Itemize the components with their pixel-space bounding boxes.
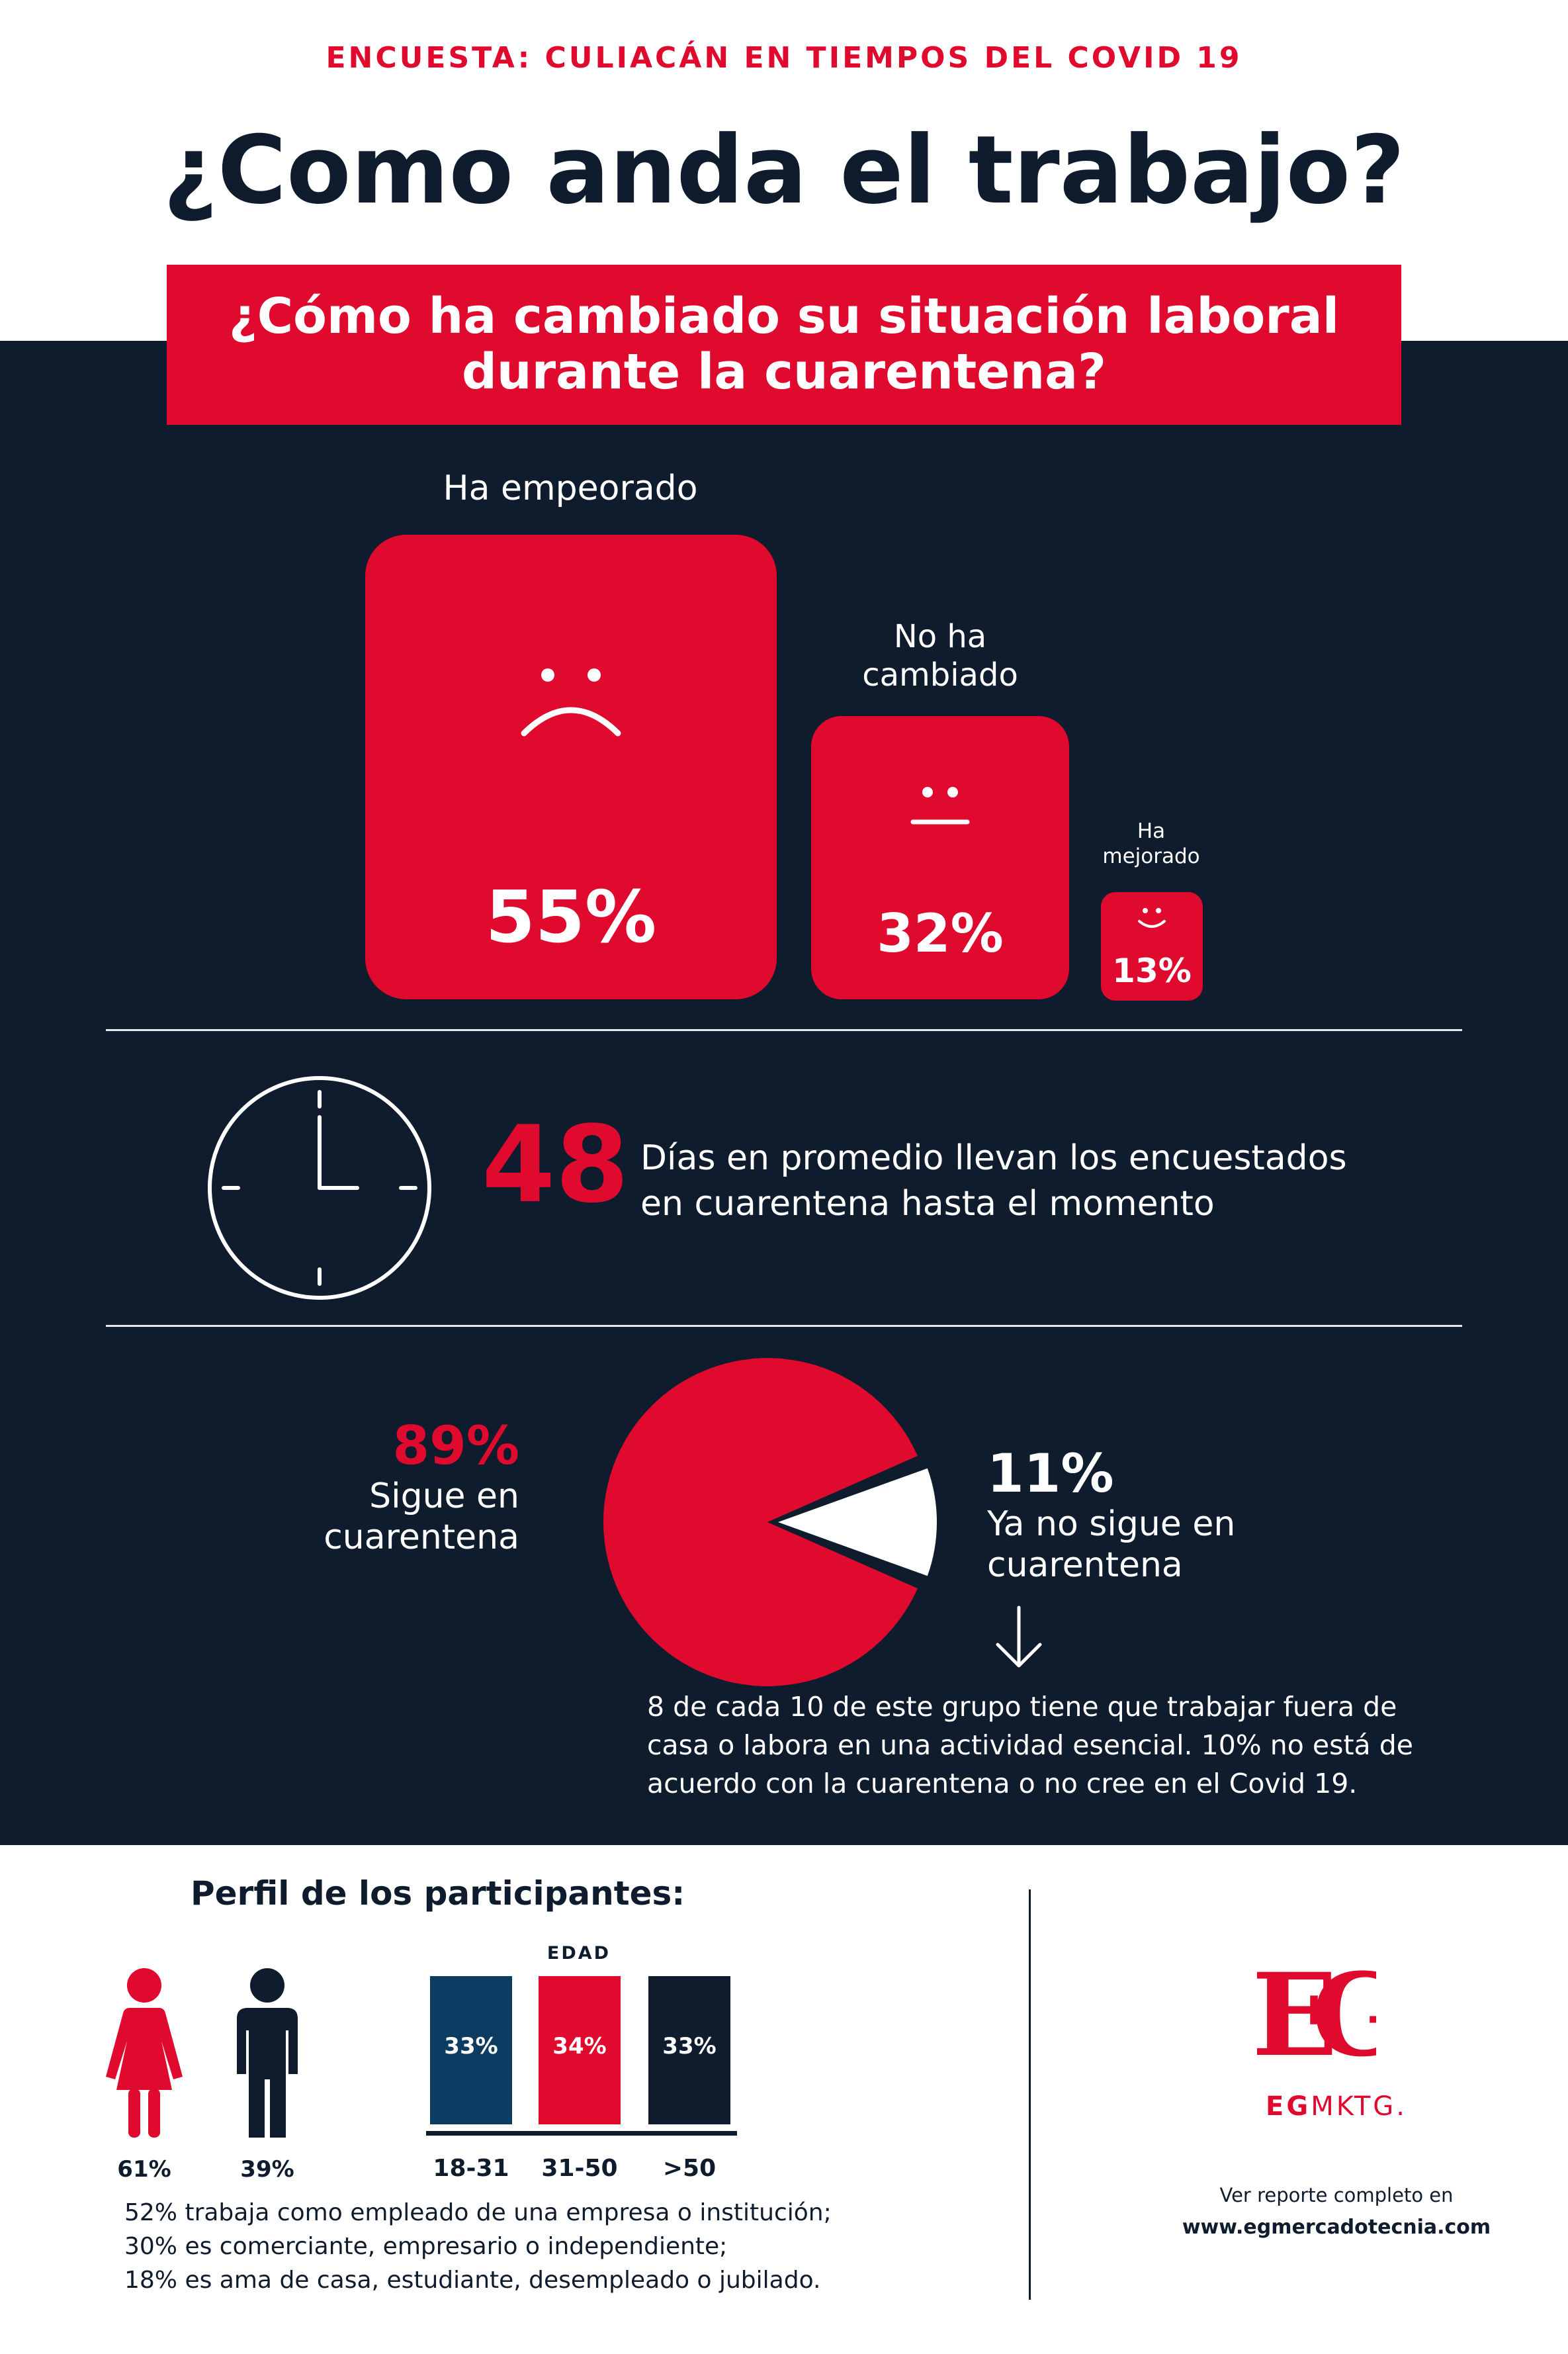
question-banner: ¿Cómo ha cambiado su situación laboral d…: [167, 265, 1401, 425]
unchanged-label-line-2: cambiado: [862, 656, 1018, 694]
not-quarantine-label: Ya no sigue en cuarentena: [987, 1504, 1358, 1586]
woman-percent: 61%: [117, 2156, 171, 2183]
age-bar-31-50-value: 34%: [552, 2033, 607, 2060]
svg-text:EG: EG: [1257, 1956, 1376, 2061]
age-bar-over-50: 33%: [648, 1976, 730, 2124]
not-quarantine-label-line-1: Ya no sigue en: [987, 1504, 1236, 1544]
still-quarantine-percent: 89%: [392, 1415, 519, 1476]
section-divider-2: [106, 1325, 1462, 1327]
worse-label: Ha empeorado: [443, 469, 698, 508]
not-quarantine-percent: 11%: [987, 1443, 1114, 1504]
question-line-1: ¿Cómo ha cambiado su situación laboral: [228, 288, 1340, 345]
man-icon: [237, 1968, 298, 2138]
woman-icon: [106, 1968, 183, 2138]
age-axis-line: [426, 2131, 737, 2136]
worse-box: 55%: [365, 535, 777, 999]
days-description-line-2: en cuarentena hasta el momento: [640, 1183, 1215, 1224]
quarantine-pie: [603, 1358, 937, 1686]
age-bar-18-31-value: 33%: [444, 2033, 498, 2060]
quarantine-note-line-3: acuerdo con la cuarentena o no cree en e…: [647, 1768, 1358, 1800]
brand-logo: EG: [1257, 1956, 1376, 2061]
worse-percent: 55%: [485, 876, 657, 959]
arrow-down-icon: [996, 1606, 1042, 1668]
unchanged-label-line-1: No ha: [893, 618, 987, 655]
quarantine-note-line-2: casa o labora en una actividad esencial.…: [647, 1729, 1413, 1762]
age-bar-31-50: 34%: [539, 1976, 621, 2124]
age-label-over-50: >50: [662, 2155, 717, 2182]
age-label-31-50: 31-50: [541, 2155, 618, 2182]
page-title: ¿Como anda el trabajo?: [163, 116, 1405, 225]
still-quarantine-label-line-1: Sigue en: [369, 1476, 519, 1516]
survey-kicker: ENCUESTA: CULIACÁN EN TIEMPOS DEL COVID …: [326, 41, 1242, 75]
brand-name: EGMKTG.: [1266, 2091, 1407, 2122]
report-note: Ver reporte completo en: [1219, 2184, 1454, 2206]
section-divider-1: [106, 1029, 1462, 1031]
still-quarantine-label-line-2: cuarentena: [324, 1517, 519, 1558]
improved-label-line-2: mejorado: [1102, 844, 1200, 868]
days-number: 48: [482, 1103, 629, 1226]
pie-slice-not: [778, 1468, 937, 1576]
days-description: Días en promedio llevan los encuestados …: [640, 1136, 1434, 1226]
neutral-face-icon: [910, 787, 970, 825]
age-bar-over-50-value: 33%: [662, 2033, 717, 2060]
man-percent: 39%: [240, 2156, 294, 2183]
days-description-line-1: Días en promedio llevan los encuestados: [640, 1138, 1347, 1178]
not-quarantine-label-line-2: cuarentena: [987, 1545, 1183, 1586]
improved-percent: 13%: [1112, 952, 1192, 990]
age-bar-18-31: 33%: [430, 1976, 512, 2124]
profile-title: Perfil de los participantes:: [191, 1874, 685, 1913]
sad-face-icon: [521, 668, 621, 737]
quarantine-note: 8 de cada 10 de este grupo tiene que tra…: [647, 1688, 1441, 1803]
still-quarantine-label: Sigue en cuarentena: [251, 1476, 519, 1559]
question-line-2: durante la cuarentena?: [461, 343, 1107, 400]
clock-icon: [208, 1076, 431, 1300]
occupation-line-3: 18% es ama de casa, estudiante, desemple…: [124, 2267, 821, 2294]
improved-box: 13%: [1101, 892, 1203, 1001]
vertical-divider: [1029, 1889, 1031, 2300]
unchanged-percent: 32%: [877, 903, 1004, 964]
unchanged-box: 32%: [811, 716, 1069, 999]
pie-slice-still: [603, 1358, 918, 1686]
quarantine-note-line-1: 8 de cada 10 de este grupo tiene que tra…: [647, 1691, 1397, 1723]
occupation-line-1: 52% trabaja como empleado de una empresa…: [124, 2199, 832, 2226]
age-chart-title: EDAD: [546, 1943, 611, 1964]
occupation-line-2: 30% es comerciante, empresario o indepen…: [124, 2233, 728, 2261]
improved-label-line-1: Ha: [1137, 819, 1166, 843]
report-url-link[interactable]: www.egmercadotecnia.com: [1182, 2216, 1491, 2239]
age-label-18-31: 18-31: [433, 2155, 509, 2182]
happy-face-icon: [1138, 908, 1166, 928]
occupation-breakdown: 52% trabaja como empleado de una empresa…: [124, 2196, 832, 2297]
